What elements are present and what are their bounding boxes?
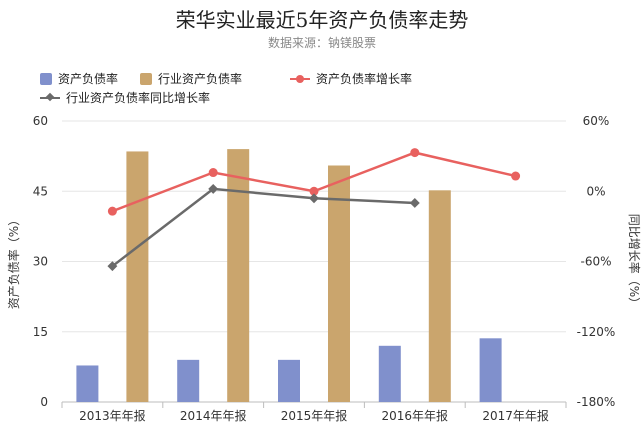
line-industry-growth-point bbox=[309, 193, 319, 204]
legend-swatch-industry bbox=[140, 72, 152, 85]
y-left-axis-title: 资产负债率（%） bbox=[6, 214, 21, 309]
legend-label-growth: 资产负债率增长率 bbox=[316, 72, 413, 86]
y-right-tick-label: -180% bbox=[577, 395, 616, 409]
legend-label-industry: 行业资产负债率 bbox=[158, 72, 243, 86]
bar-asset-ratio bbox=[378, 345, 401, 402]
line-asset-growth-point bbox=[208, 168, 218, 178]
bar-asset-ratio bbox=[278, 359, 300, 402]
y-right-axis-title: 同比增长率（%） bbox=[627, 214, 642, 309]
y-right-tick-label: 0% bbox=[586, 184, 605, 198]
line-asset-growth-point bbox=[511, 171, 521, 181]
x-tick-label: 2016年年报 bbox=[382, 408, 449, 423]
legend-item-industry: 行业资产负债率 bbox=[140, 70, 242, 87]
chart-subtitle: 数据来源：钠镁股票 bbox=[267, 36, 376, 50]
y-left-tick-label: 0 bbox=[40, 395, 48, 409]
legend-item-asset: 资产负债率 bbox=[40, 70, 118, 87]
legend-item-growth: 资产负债率增长率 bbox=[290, 70, 412, 87]
legend-swatch-industry-growth bbox=[40, 92, 60, 101]
x-tick-label: 2015年年报 bbox=[281, 408, 348, 423]
line-asset-growth-point bbox=[410, 148, 420, 158]
legend-label-asset: 资产负债率 bbox=[58, 72, 119, 86]
chart-title: 荣华实业最近5年资产负债率走势 bbox=[175, 8, 469, 32]
line-asset-growth-point bbox=[309, 186, 319, 196]
legend-label-industry-growth: 行业资产负债率同比增长率 bbox=[66, 91, 211, 105]
line-industry-growth-point bbox=[208, 183, 219, 194]
line-industry-growth-point bbox=[409, 198, 420, 208]
bar-asset-ratio bbox=[479, 338, 502, 402]
legend-swatch-growth bbox=[290, 74, 310, 83]
legend-item-industry-growth: 行业资产负债率同比增长率 bbox=[40, 89, 210, 106]
bar-industry-ratio bbox=[126, 151, 149, 402]
bar-industry-ratio bbox=[328, 165, 350, 402]
x-tick-label: 2013年年报 bbox=[79, 408, 146, 423]
line-industry-growth bbox=[111, 187, 415, 268]
bar-asset-ratio bbox=[177, 359, 200, 402]
bar-industry-ratio bbox=[428, 190, 451, 402]
legend-swatch-asset bbox=[40, 72, 52, 85]
x-tick-label: 2017年年报 bbox=[482, 408, 549, 423]
bar-industry-ratio bbox=[227, 149, 250, 402]
y-left-tick-label: 60 bbox=[33, 114, 48, 128]
y-right-tick-label: -120% bbox=[577, 325, 616, 339]
x-tick-label: 2014年年报 bbox=[180, 408, 247, 423]
y-right-tick-label: -60% bbox=[580, 255, 611, 269]
y-left-tick-label: 15 bbox=[33, 325, 48, 339]
bar-asset-ratio bbox=[76, 365, 99, 402]
y-left-tick-label: 45 bbox=[33, 184, 48, 198]
line-asset-growth-point bbox=[107, 206, 117, 216]
y-right-tick-label: 60% bbox=[583, 114, 610, 128]
y-left-tick-label: 30 bbox=[33, 255, 48, 269]
